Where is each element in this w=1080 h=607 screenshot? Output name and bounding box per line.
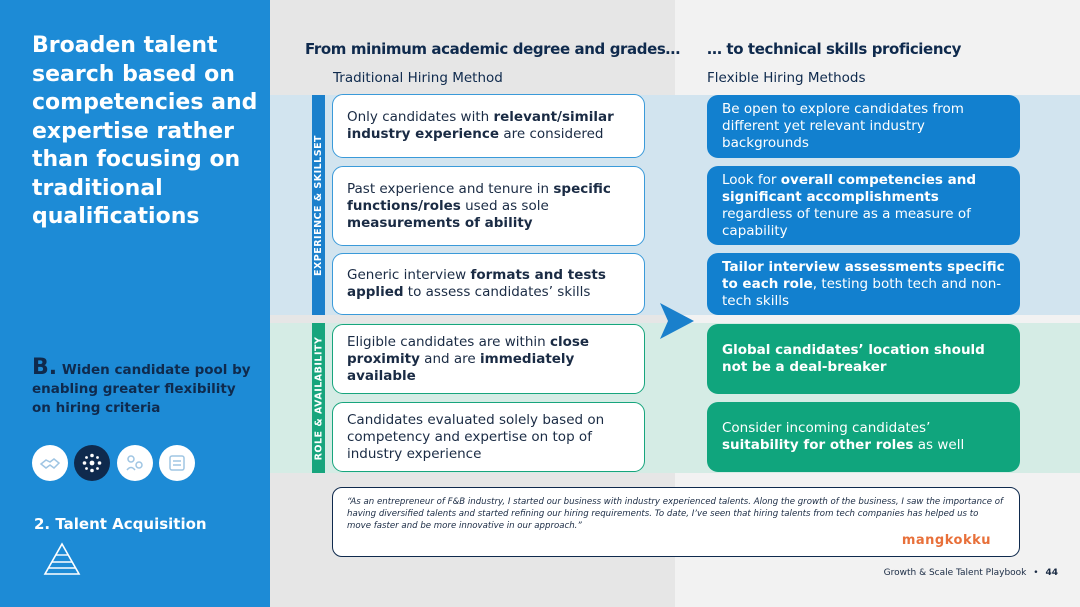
sidebar-panel bbox=[0, 0, 270, 607]
subsection-heading: B. Widen candidate pool by enabling grea… bbox=[32, 355, 252, 418]
page-number: 44 bbox=[1045, 568, 1058, 578]
right-column-subheading: Flexible Hiring Methods bbox=[707, 70, 866, 86]
traditional-item-2: Past experience and tenure in specific f… bbox=[332, 166, 645, 246]
testimonial-quote: “As an entrepreneur of F&B industry, I s… bbox=[347, 497, 1004, 531]
page-title: Broaden talent search based on competenc… bbox=[32, 33, 258, 229]
section-label: 2. Talent Acquisition bbox=[34, 515, 207, 533]
document-icon[interactable] bbox=[159, 445, 195, 481]
left-column-subheading: Traditional Hiring Method bbox=[333, 70, 503, 86]
flexible-item-2: Look for overall competencies and signif… bbox=[707, 166, 1020, 245]
left-column-heading: From minimum academic degree and grades… bbox=[305, 40, 680, 58]
flexible-item-1: Be open to explore candidates from diffe… bbox=[707, 95, 1020, 158]
right-column-heading: … to technical skills proficiency bbox=[707, 40, 961, 58]
testimonial-quote-box: “As an entrepreneur of F&B industry, I s… bbox=[332, 487, 1020, 557]
traditional-item-3: Generic interview formats and tests appl… bbox=[332, 253, 645, 315]
pyramid-logo-icon bbox=[43, 542, 81, 580]
brand-logo: mangkokku bbox=[901, 533, 991, 548]
role-availability-label: ROLE & AVAILABILITY bbox=[312, 323, 325, 473]
footer-title: Growth & Scale Talent Playbook bbox=[883, 568, 1027, 578]
traditional-item-1: Only candidates with relevant/similar in… bbox=[332, 94, 645, 158]
flexible-item-3: Tailor interview assessments specific to… bbox=[707, 253, 1020, 315]
subsection-text: Widen candidate pool by enabling greater… bbox=[32, 362, 251, 416]
traditional-item-4: Eligible candidates are within close pro… bbox=[332, 324, 645, 394]
arrow-right-icon bbox=[660, 303, 694, 343]
footer-separator: • bbox=[1033, 568, 1039, 578]
experience-skillset-label: EXPERIENCE & SKILLSET bbox=[312, 95, 325, 315]
flexible-item-5: Consider incoming candidates’ suitabilit… bbox=[707, 402, 1020, 472]
traditional-item-5: Candidates evaluated solely based on com… bbox=[332, 402, 645, 472]
handshake-icon[interactable] bbox=[32, 445, 68, 481]
flexible-item-4: Global candidates’ location should not b… bbox=[707, 324, 1020, 394]
network-icon[interactable] bbox=[74, 445, 110, 481]
people-icon[interactable] bbox=[117, 445, 153, 481]
subsection-letter: B. bbox=[32, 355, 58, 380]
footer: Growth & Scale Talent Playbook • 44 bbox=[884, 568, 1058, 578]
